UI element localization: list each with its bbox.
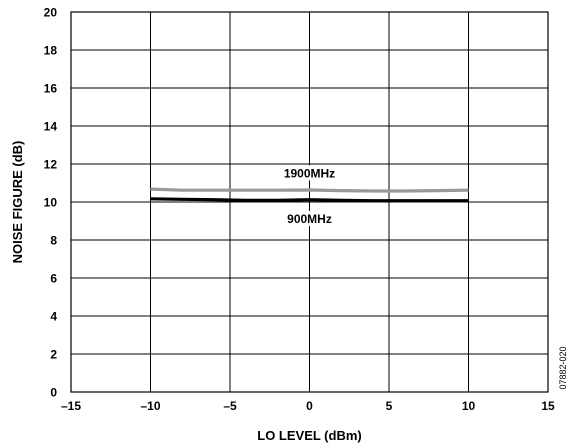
y-tick-label: 12 [44,158,58,172]
x-tick-labels: –15 –10 –5 0 5 10 15 [61,399,555,413]
x-tick-label: –5 [223,399,237,413]
y-tick-label: 8 [50,234,57,248]
x-tick-label: 0 [306,399,313,413]
plot-frame [70,11,549,393]
x-tick-label: –10 [140,399,160,413]
y-tick-label: 0 [50,386,57,400]
y-tick-label: 14 [44,120,58,134]
grid-lines [71,12,548,392]
x-tick-label: 15 [541,399,555,413]
series-lines [150,187,469,203]
y-tick-label: 4 [50,310,57,324]
annotation-label-900mhz: 900MHz [287,212,332,226]
x-axis-label: LO LEVEL (dBm) [257,428,361,443]
annotation-background [267,211,352,226]
x-tick-label: –15 [61,399,81,413]
annotation-background [267,165,352,181]
series-line-900mhz [150,197,469,203]
y-tick-label: 18 [44,44,58,58]
y-tick-label: 2 [50,348,57,362]
annotation-label-1900mhz: 1900MHz [284,166,335,180]
y-tick-label: 16 [44,82,58,96]
y-axis-label: NOISE FIGURE (dB) [10,141,25,264]
y-tick-labels: 0 2 4 6 8 10 12 14 16 18 20 [44,6,58,400]
series-line-1900mhz [150,187,469,193]
y-tick-label: 6 [50,272,57,286]
series-annotations: 1900MHz 900MHz [267,165,352,226]
y-tick-label: 20 [44,6,58,20]
y-tick-label: 10 [44,196,58,210]
x-tick-label: 10 [462,399,476,413]
x-tick-label: 5 [386,399,393,413]
figure-id-note: 07882-020 [558,346,568,389]
